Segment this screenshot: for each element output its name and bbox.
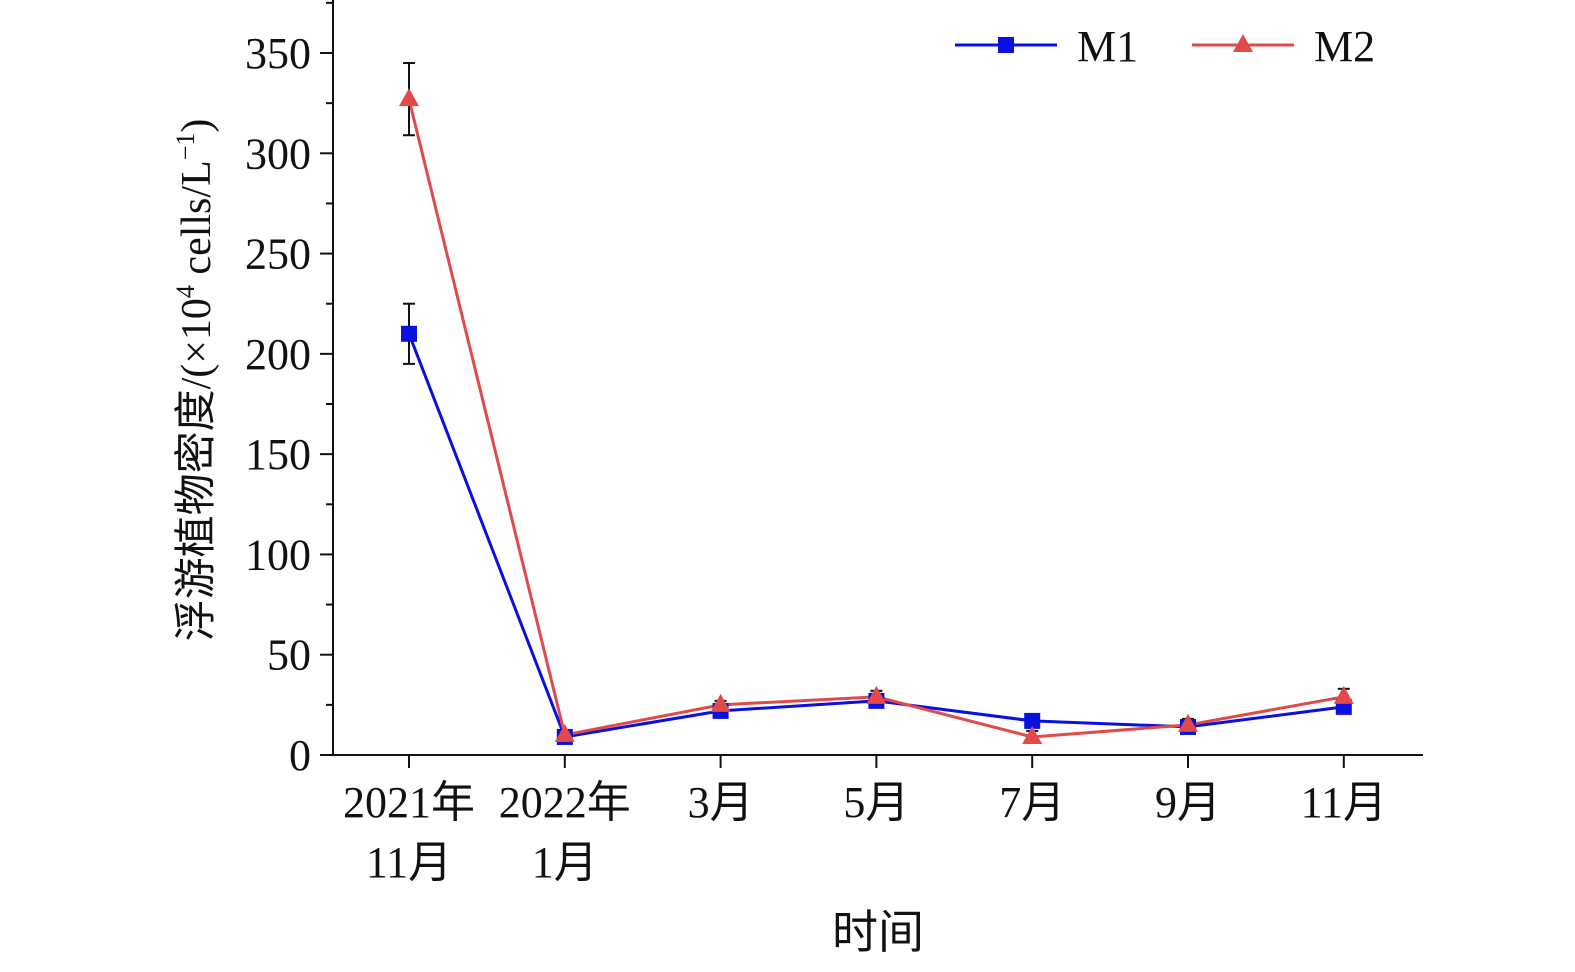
y-tick-label: 50 bbox=[267, 631, 311, 680]
legend-marker bbox=[998, 37, 1014, 53]
y-axis-title-sup: 4 bbox=[171, 285, 200, 298]
legend-label: M2 bbox=[1314, 22, 1375, 71]
x-ticks: 2021年 11月 2022年 1月 3月 5月 7月 9月 11月 bbox=[343, 755, 1387, 887]
y-tick-label: 0 bbox=[289, 731, 311, 780]
legend: M1 M2 bbox=[955, 22, 1375, 71]
series bbox=[399, 62, 1354, 745]
legend-item-M1: M1 bbox=[955, 22, 1138, 71]
data-point-M2 bbox=[866, 685, 887, 704]
x-tick-label: 2021年 bbox=[343, 778, 475, 827]
data-point-M2 bbox=[1333, 685, 1354, 704]
x-tick-label: 7月 bbox=[999, 778, 1065, 827]
data-point-M2 bbox=[1022, 725, 1043, 744]
x-tick-label: 9月 bbox=[1155, 778, 1221, 827]
y-axis-title-sup2: −1 bbox=[171, 133, 200, 161]
legend-label: M1 bbox=[1077, 22, 1138, 71]
x-tick-label: 5月 bbox=[843, 778, 909, 827]
y-tick-label: 150 bbox=[245, 430, 311, 479]
x-tick-label: 3月 bbox=[688, 778, 754, 827]
y-tick-label: 200 bbox=[245, 330, 311, 379]
y-axis-title-unit: cells/L bbox=[174, 160, 220, 285]
x-tick-label: 11月 bbox=[1301, 778, 1387, 827]
y-tick-label: 250 bbox=[245, 230, 311, 279]
y-tick-label: 100 bbox=[245, 530, 311, 579]
x-tick-label: 2022年 bbox=[499, 778, 631, 827]
data-point-M1 bbox=[1024, 712, 1041, 729]
x-tick-label: 11月 bbox=[366, 838, 452, 887]
x-tick-label: 1月 bbox=[532, 838, 598, 887]
legend-item-M2: M2 bbox=[1192, 22, 1375, 71]
data-point-M2 bbox=[554, 723, 575, 742]
data-point-M2 bbox=[1178, 713, 1198, 732]
legend-marker bbox=[1233, 34, 1253, 52]
series-line-M2 bbox=[407, 98, 1345, 739]
y-axis-title: 浮游植物密度/(×104 cells/L−1) bbox=[171, 119, 220, 642]
y-tick-label: 300 bbox=[245, 129, 311, 178]
y-axis-title-main: 浮游植物密度/(×10 bbox=[173, 298, 220, 641]
y-tick-label: 350 bbox=[245, 29, 311, 78]
data-point-M1 bbox=[401, 325, 417, 342]
y-ticks: 0 50 100 150 200 250 300 350 bbox=[245, 1, 333, 780]
y-axis-title-end: ) bbox=[174, 119, 220, 133]
x-axis-title: 时间 bbox=[832, 907, 924, 958]
axes bbox=[332, 0, 1423, 756]
data-point-M2 bbox=[710, 693, 731, 712]
data-point-M2 bbox=[399, 88, 419, 107]
